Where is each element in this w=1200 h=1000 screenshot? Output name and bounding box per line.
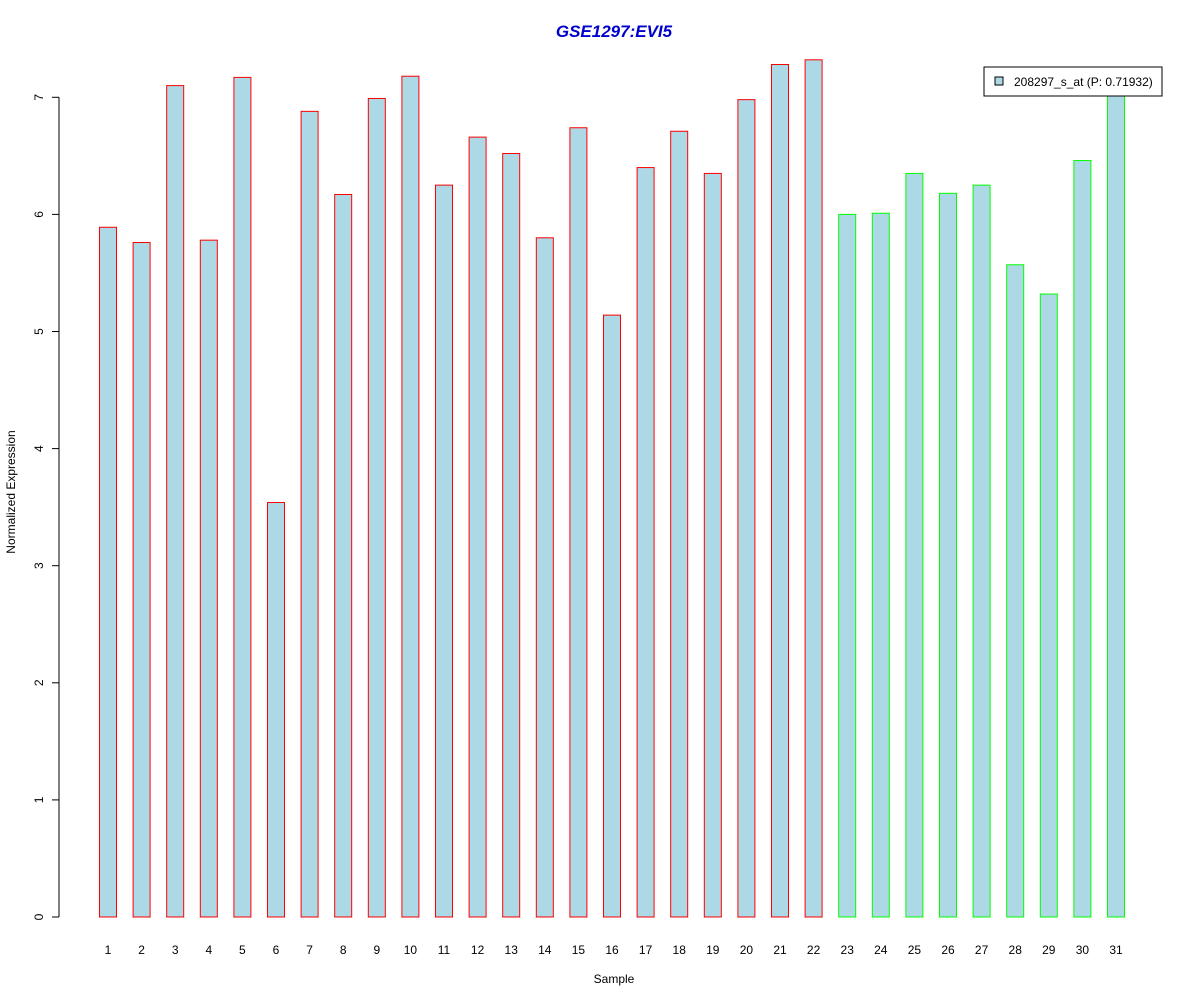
x-tick-label: 13: [505, 943, 519, 957]
y-tick-label: 3: [32, 562, 46, 569]
x-tick-label: 23: [841, 943, 855, 957]
x-tick-label: 9: [373, 943, 380, 957]
bar: [972, 184, 991, 918]
bar: [703, 172, 722, 918]
x-tick-labels: 1 2 3 4 5 6 7 8 9 10 11 12 13 14 15 16 17 18 19 20 21 22 23 24 2…: [105, 943, 1123, 957]
bar: [367, 97, 386, 918]
bar: [1039, 293, 1058, 918]
bar: [401, 75, 420, 918]
y-tick-label: 6: [32, 211, 46, 218]
x-tick-label: 24: [874, 943, 888, 957]
bar: [468, 136, 487, 918]
bar: [435, 184, 453, 918]
x-tick-label: 17: [639, 943, 653, 957]
bar: [535, 237, 554, 918]
bar: [838, 213, 857, 918]
legend-swatch: [994, 76, 1004, 86]
legend-box: [983, 66, 1163, 97]
y-tick-label: 1: [32, 796, 46, 803]
y-tick-label: 2: [32, 679, 46, 686]
chart-title: GSE1297:EVI5: [556, 22, 673, 41]
x-tick-label: 11: [438, 943, 451, 957]
bar: [300, 110, 319, 918]
bar: [905, 172, 924, 918]
bar: [569, 127, 588, 918]
y-tick-label: 5: [32, 328, 46, 335]
y-axis-label: Normalized Expression: [4, 430, 18, 553]
y-tick-label: 4: [32, 445, 46, 452]
x-tick-label: 31: [1109, 943, 1123, 957]
x-tick-label: 29: [1042, 943, 1056, 957]
bar: [771, 64, 789, 918]
x-tick-label: 3: [172, 943, 179, 957]
bar: [1073, 160, 1092, 918]
x-tick-label: 7: [306, 943, 313, 957]
bar: [737, 99, 756, 918]
x-tick-label: 5: [239, 943, 246, 957]
legend-label: 208297_s_at (P: 0.71932): [1014, 75, 1153, 89]
bar: [233, 76, 252, 918]
bar: [1107, 92, 1125, 918]
x-tick-label: 15: [572, 943, 586, 957]
bar: [603, 314, 621, 918]
x-tick-label: 16: [605, 943, 619, 957]
bar: [939, 192, 957, 918]
y-tick-label: 7: [32, 94, 46, 101]
bar: [804, 59, 823, 918]
x-tick-label: 25: [908, 943, 922, 957]
bar: [1006, 264, 1025, 918]
x-tick-label: 14: [538, 943, 552, 957]
x-tick-label: 30: [1076, 943, 1090, 957]
bar: [166, 85, 185, 918]
x-tick-label: 1: [105, 943, 112, 957]
x-tick-label: 6: [273, 943, 280, 957]
x-axis-label: Sample: [594, 972, 635, 986]
y-axis: 0 1 2 3 4 5 6 7: [32, 94, 60, 920]
bar: [267, 501, 285, 918]
x-tick-label: 26: [941, 943, 955, 957]
x-tick-label: 8: [340, 943, 347, 957]
bar: [502, 153, 521, 918]
bar: [99, 226, 117, 918]
bar: [199, 239, 218, 918]
bar: [132, 242, 151, 918]
bar: [871, 212, 890, 918]
x-tick-label: 10: [404, 943, 418, 957]
bars: [99, 59, 1125, 918]
x-tick-label: 28: [1009, 943, 1023, 957]
x-tick-label: 2: [138, 943, 145, 957]
bar: [636, 167, 655, 918]
x-tick-label: 4: [205, 943, 212, 957]
x-tick-label: 20: [740, 943, 754, 957]
legend: 208297_s_at (P: 0.71932): [983, 66, 1163, 97]
x-tick-label: 12: [471, 943, 485, 957]
bar: [334, 193, 353, 918]
x-tick-label: 21: [773, 943, 787, 957]
x-tick-label: 18: [673, 943, 687, 957]
x-tick-label: 27: [975, 943, 989, 957]
x-tick-label: 22: [807, 943, 821, 957]
x-tick-label: 19: [706, 943, 720, 957]
bar: [670, 130, 689, 918]
y-tick-label: 0: [32, 913, 46, 920]
